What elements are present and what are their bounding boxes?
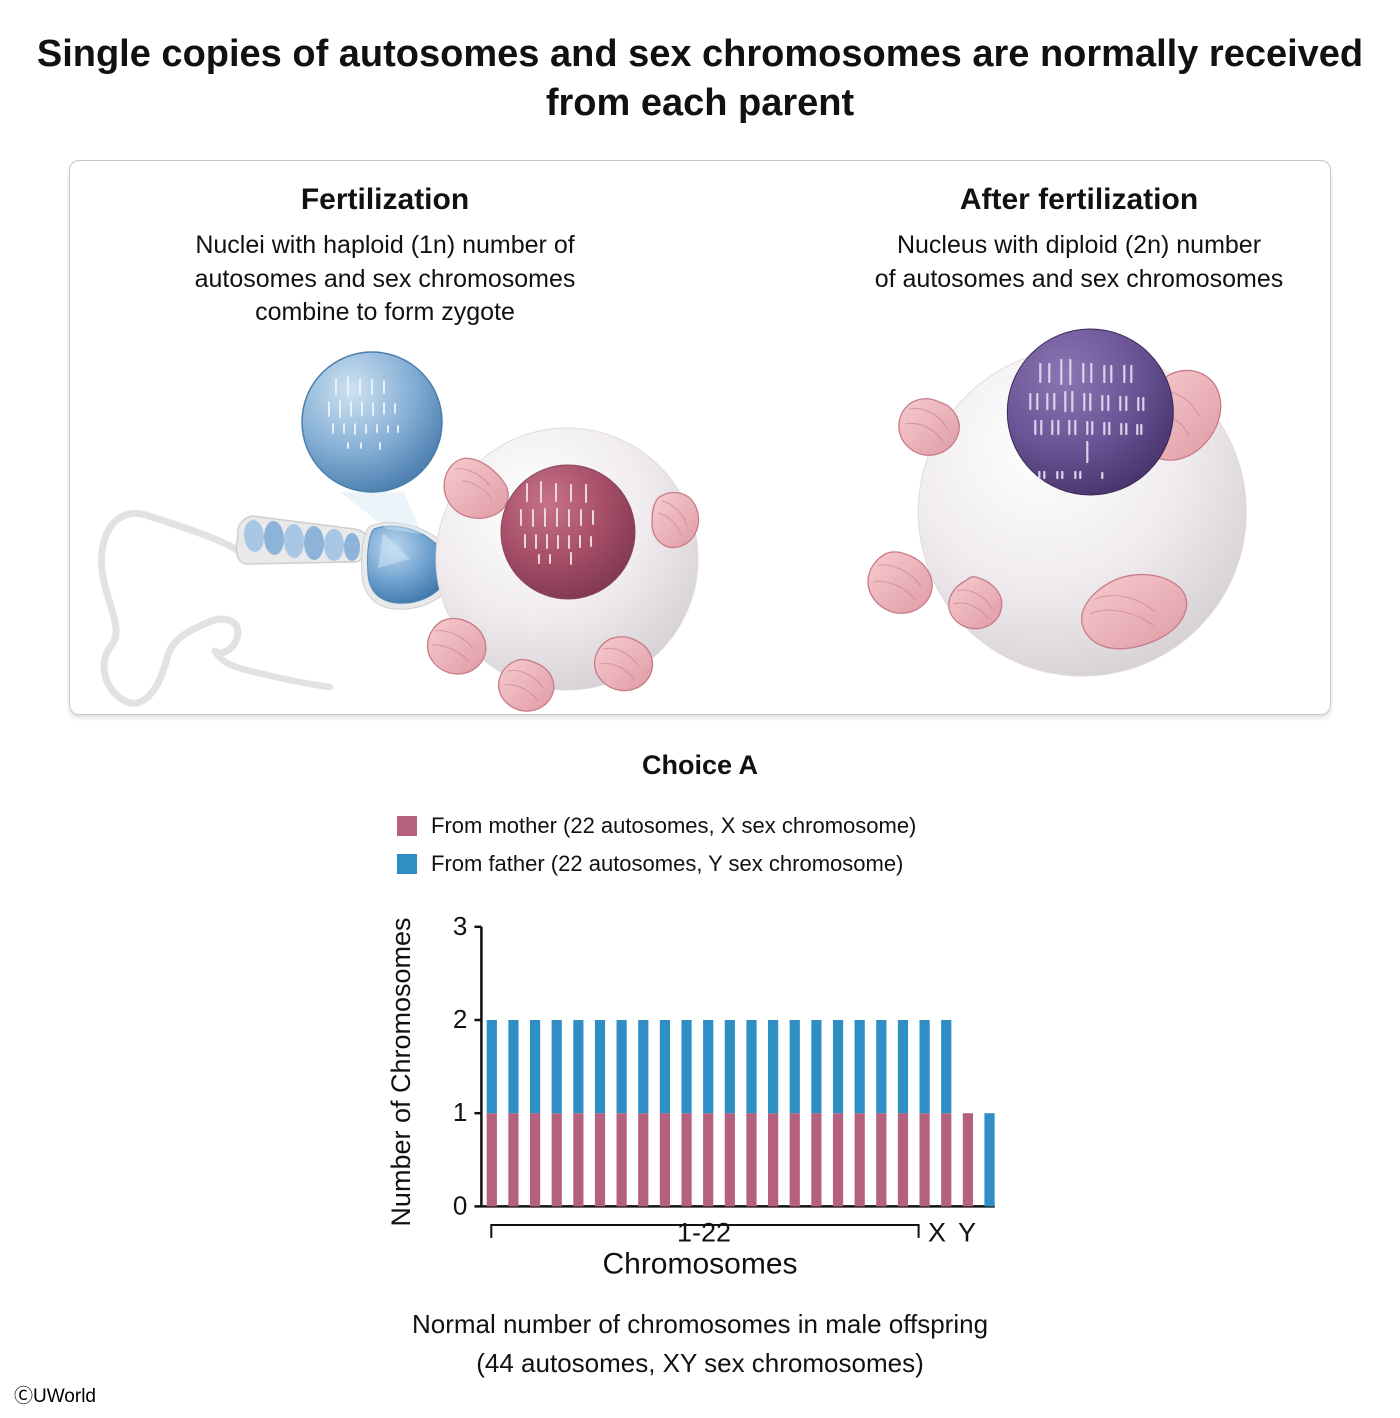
svg-text:1: 1 xyxy=(453,1097,467,1127)
svg-text:0: 0 xyxy=(453,1190,467,1220)
svg-text:Chromosomes: Chromosomes xyxy=(602,1248,797,1281)
svg-text:1-22: 1-22 xyxy=(677,1218,731,1248)
svg-text:2: 2 xyxy=(453,1004,467,1034)
svg-text:Number of Chromosomes: Number of Chromosomes xyxy=(386,917,416,1226)
svg-text:Y: Y xyxy=(958,1218,976,1248)
svg-text:X: X xyxy=(928,1218,946,1248)
svg-text:3: 3 xyxy=(453,911,467,941)
